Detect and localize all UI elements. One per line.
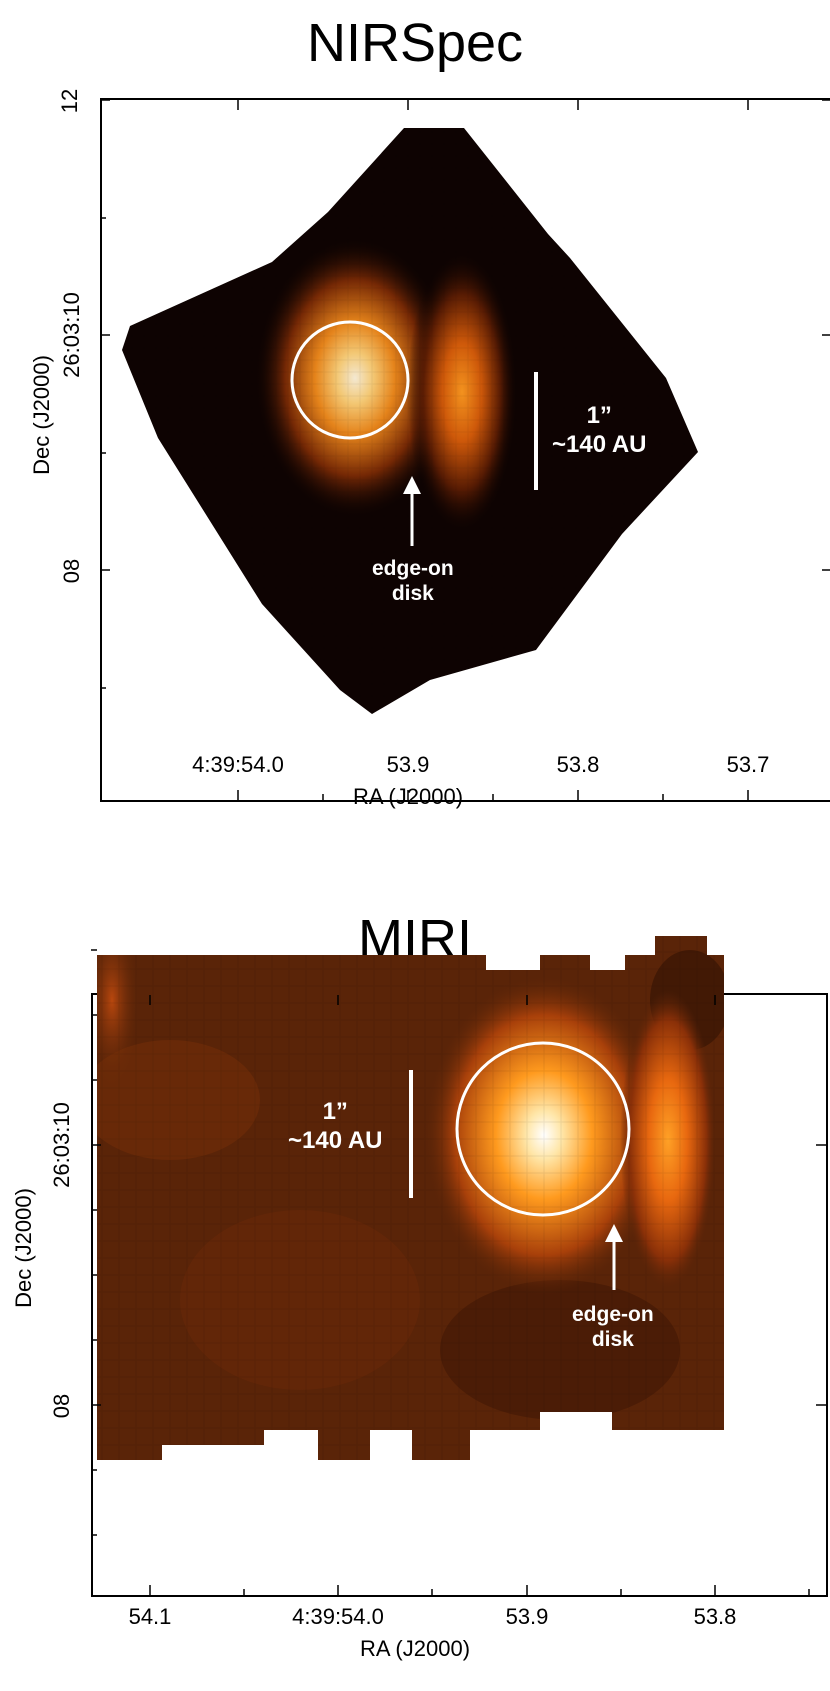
nirspec-xtick-53-8: 53.8 (556, 752, 600, 777)
miri-scale-text: 1” ~140 AU (288, 1098, 383, 1156)
nirspec-x-axis-label: RA (J2000) (352, 784, 464, 809)
miri-xtick-53-9: 53.9 (505, 1604, 549, 1629)
nirspec-title: NIRSpec (306, 13, 524, 73)
miri-disk-annotation: edge-on disk (572, 1302, 654, 1352)
miri-disk-line1: edge-on (572, 1303, 654, 1326)
miri-xtick-53-8: 53.8 (693, 1604, 737, 1629)
nirspec-xtick-53-7: 53.7 (726, 752, 770, 777)
miri-xtick-54-0: 4:39:54.0 (292, 1604, 384, 1629)
nirspec-disk-annotation: edge-on disk (372, 556, 454, 606)
nirspec-xtick-53-9: 53.9 (386, 752, 430, 777)
nirspec-ytick-08: 08 (59, 558, 84, 584)
nirspec-xtick-54-0: 4:39:54.0 (192, 752, 284, 777)
miri-disk-line2: disk (591, 1328, 634, 1352)
miri-title: MIRI (358, 909, 472, 969)
nirspec-ytick-12: 12 (57, 88, 82, 114)
miri-ytick-10: 26:03:10 (49, 1102, 74, 1188)
nirspec-plot-frame (100, 98, 830, 802)
miri-plot-frame (91, 993, 828, 1597)
miri-y-axis-label: Dec (J2000) (11, 1188, 36, 1308)
miri-ytick-08: 08 (49, 1393, 74, 1419)
nirspec-scale-text: 1” ~140 AU (552, 402, 647, 460)
nirspec-y-axis-label: Dec (J2000) (29, 355, 54, 475)
nirspec-scale-line2: ~140 AU (552, 430, 647, 458)
miri-scale-line2: ~140 AU (288, 1126, 383, 1154)
nirspec-disk-line2: disk (391, 582, 434, 606)
nirspec-scale-line1: 1” (586, 402, 612, 429)
miri-scale-line1: 1” (322, 1098, 348, 1125)
nirspec-disk-line1: edge-on (372, 557, 454, 580)
miri-x-axis-label: RA (J2000) (359, 1636, 471, 1661)
nirspec-ytick-10: 26:03:10 (59, 292, 84, 378)
miri-xtick-54-1: 54.1 (128, 1604, 172, 1629)
